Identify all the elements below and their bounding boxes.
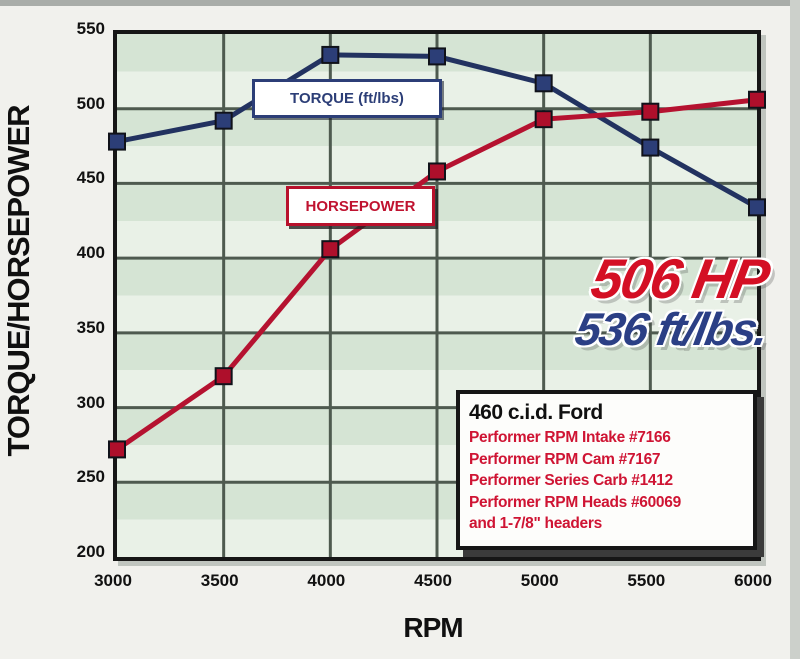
x-tick-label: 4500: [414, 571, 452, 590]
engine-parts-list: Performer RPM Intake #7166 Performer RPM …: [469, 427, 744, 535]
dyno-curves-svg: [108, 34, 766, 557]
peak-hp-text: 506 HP: [586, 247, 773, 310]
x-tick-label: 4000: [307, 571, 346, 590]
horsepower-legend-box: HORSEPOWER: [286, 186, 435, 226]
page-top-edge: [0, 0, 800, 6]
plot-area: TORQUE (ft/lbs) HORSEPOWER 506 HP 536 ft…: [108, 30, 773, 561]
y-tick-label: 300: [76, 392, 105, 412]
y-axis-title: TORQUE/HORSEPOWER: [1, 105, 36, 457]
engine-part-line: Performer RPM Heads #60069: [469, 493, 681, 511]
x-tick-label: 5500: [627, 571, 666, 590]
peak-values-callout: 506 HP 536 ft/lbs.: [434, 247, 773, 355]
x-tick-label: 3000: [94, 571, 132, 590]
x-tick-label: 3500: [200, 571, 239, 590]
x-tick-label: 6000: [734, 571, 772, 590]
engine-title: 460 c.i.d. Ford: [469, 401, 603, 424]
page-right-edge: [790, 0, 800, 659]
engine-spec-box: 460 c.i.d. Ford Performer RPM Intake #71…: [456, 390, 757, 550]
y-tick-label: 500: [76, 93, 105, 113]
torque-legend-label: TORQUE (ft/lbs): [290, 90, 404, 107]
engine-part-line: Performer Series Carb #1412: [469, 472, 673, 489]
torque-legend-box: TORQUE (ft/lbs): [252, 79, 442, 118]
engine-part-line: Performer RPM Intake #7166: [469, 429, 671, 446]
y-tick-label: 250: [76, 467, 105, 487]
engine-part-line: Performer RPM Cam #7167: [469, 450, 661, 468]
horsepower-legend-label: HORSEPOWER: [305, 197, 416, 215]
engine-part-line: and 1-7/8" headers: [469, 515, 602, 532]
x-axis-title: RPM: [403, 612, 463, 643]
y-tick-label: 400: [76, 243, 105, 263]
y-tick-label: 550: [76, 19, 105, 38]
peak-torque-text: 536 ft/lbs.: [571, 303, 771, 355]
y-tick-label: 450: [76, 168, 105, 188]
y-tick-label: 350: [76, 317, 105, 337]
y-tick-label: 200: [76, 542, 105, 561]
x-tick-label: 5000: [520, 571, 559, 590]
